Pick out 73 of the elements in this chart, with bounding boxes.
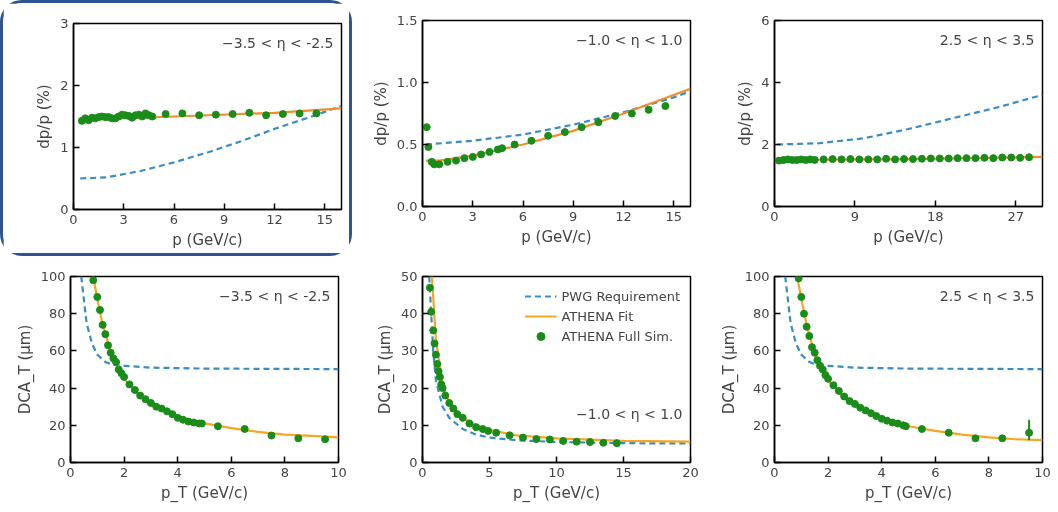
x-tick-label: 27 [1007, 208, 1024, 224]
y-tick-label: 80 [48, 306, 66, 322]
annotation: −1.0 < η < 1.0 [576, 31, 683, 48]
x-tick-label: 5 [485, 464, 494, 480]
x-axis-title: p_T (GeV/c) [864, 483, 953, 503]
x-tick-label: 2 [823, 464, 833, 480]
x-tick-label: 9 [569, 208, 578, 224]
x-tick-label: 6 [227, 464, 236, 480]
x-tick-label: 2 [119, 464, 129, 480]
x-axis-title: p (GeV/c) [873, 227, 944, 246]
y-tick-label: 100 [40, 269, 66, 284]
y-tick-label: 20 [752, 417, 770, 433]
x-axis-title: p_T (GeV/c) [160, 483, 249, 503]
annotation: 2.5 < η < 3.5 [939, 287, 1035, 304]
y-axis-title: DCA_T (μm) [15, 324, 35, 415]
y-tick-label: 40 [400, 306, 418, 322]
y-tick-label: 80 [752, 306, 770, 322]
annotation: −3.5 < η < -2.5 [222, 34, 334, 51]
y-tick-label: 40 [752, 380, 770, 396]
legend-label: PWG Requirement [561, 288, 680, 304]
x-axis-title: p_T (GeV/c) [512, 483, 601, 503]
x-tick-label: 12 [266, 211, 283, 227]
x-tick-label: 3 [119, 211, 128, 227]
y-tick-label: 0.5 [396, 137, 418, 152]
y-tick-label: 1.0 [396, 75, 418, 90]
y-axis-title: dp/p (%) [736, 81, 755, 146]
y-axis-title: DCA_T (μm) [719, 324, 739, 415]
x-tick-label: 4 [173, 464, 182, 480]
x-tick-label: 9 [220, 211, 229, 227]
y-tick-label: 20 [48, 417, 66, 433]
y-tick-label: 2 [761, 137, 770, 152]
y-tick-label: 2 [60, 78, 69, 93]
x-tick-label: 15 [665, 208, 683, 224]
y-tick-label: 30 [400, 343, 418, 359]
y-axis-title: DCA_T (μm) [375, 324, 395, 415]
y-tick-label: 60 [48, 343, 66, 359]
x-tick-label: 10 [330, 464, 347, 480]
y-tick-label: 6 [761, 13, 770, 28]
x-tick-label: 10 [548, 464, 565, 480]
annotation: 2.5 < η < 3.5 [939, 31, 1035, 48]
y-axis-title: dp/p (%) [35, 84, 54, 149]
x-tick-label: 6 [931, 464, 940, 480]
x-tick-label: 12 [615, 208, 632, 224]
x-tick-label: 9 [850, 208, 860, 224]
x-tick-label: 6 [169, 211, 179, 227]
x-axis-title: p (GeV/c) [172, 230, 243, 249]
y-tick-label: 0.0 [396, 199, 418, 214]
x-tick-label: 15 [316, 211, 334, 227]
y-tick-label: 10 [400, 417, 418, 433]
y-tick-label: 4 [761, 75, 770, 90]
x-tick-label: 20 [682, 464, 699, 480]
x-axis-title: p (GeV/c) [521, 227, 592, 246]
legend-label: ATHENA Full Sim. [561, 328, 674, 344]
y-tick-label: 1 [60, 140, 69, 155]
y-tick-label: 50 [400, 269, 418, 284]
y-tick-label: 100 [744, 269, 770, 284]
y-tick-label: 1.5 [396, 13, 418, 28]
x-tick-label: 8 [280, 464, 290, 480]
y-tick-label: 3 [60, 16, 69, 31]
annotation: −1.0 < η < 1.0 [576, 405, 683, 422]
x-tick-label: 18 [927, 208, 944, 224]
legend-label: ATHENA Fit [561, 308, 634, 324]
x-tick-label: 15 [615, 464, 632, 480]
y-tick-label: 60 [752, 343, 770, 359]
x-tick-label: 6 [518, 208, 528, 224]
y-axis-title: dp/p (%) [371, 81, 390, 146]
x-tick-label: 10 [1034, 464, 1051, 480]
y-tick-label: 40 [48, 380, 66, 396]
y-tick-label: 20 [400, 380, 418, 396]
x-tick-label: 3 [468, 208, 477, 224]
x-tick-label: 4 [877, 464, 886, 480]
x-tick-label: 8 [984, 464, 994, 480]
annotation: −3.5 < η < -2.5 [219, 287, 331, 304]
